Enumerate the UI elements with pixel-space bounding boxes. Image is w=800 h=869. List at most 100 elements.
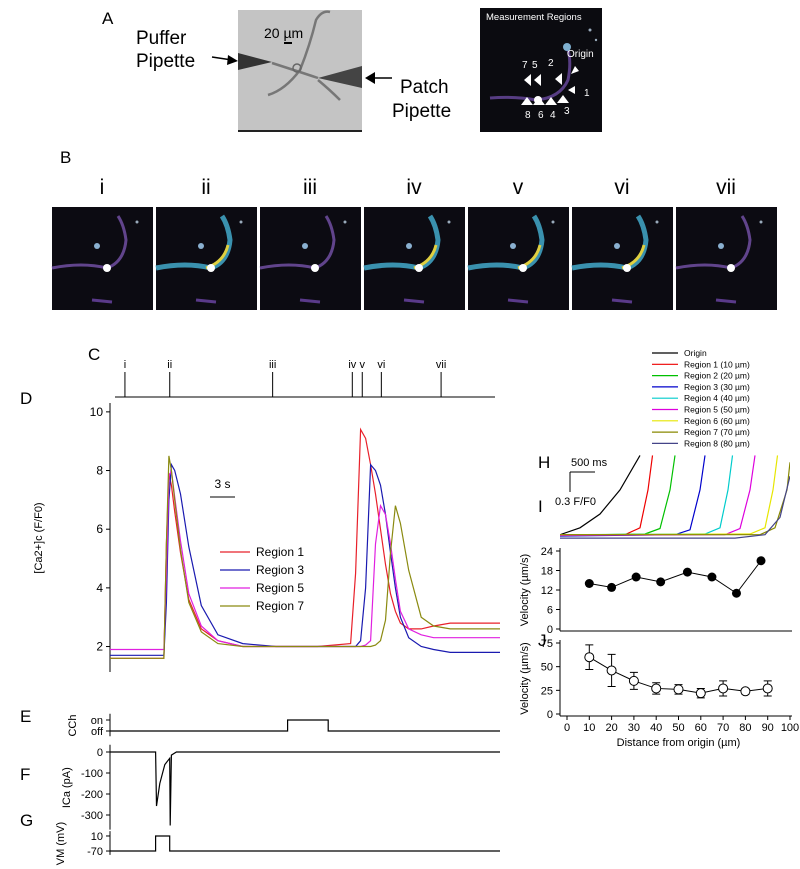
point (682, 567, 692, 577)
frame-dot (623, 264, 631, 272)
point (651, 683, 662, 694)
series-line (110, 427, 500, 659)
x-tick-label: 40 (650, 722, 662, 734)
frame-cell (155, 214, 233, 271)
legend-label: Region 8 (80 µm) (684, 438, 750, 448)
y-tick-label: 0 (547, 624, 553, 636)
point (584, 652, 595, 663)
y-tick-label: 4 (96, 581, 103, 595)
panel-label: J (538, 631, 547, 650)
y-axis-label: [Ca2+]c (F/F0) (33, 502, 45, 573)
puffer-label: Pipette (136, 51, 195, 72)
timeline-label: ii (167, 359, 172, 371)
series-line (110, 455, 500, 659)
frame-label: i (100, 176, 105, 199)
point (673, 684, 684, 695)
frame-dot (239, 220, 243, 224)
frame-label: iii (303, 176, 317, 199)
scale-bar (569, 471, 595, 492)
x-tick-label: 30 (628, 722, 640, 734)
frame-dot (302, 243, 308, 249)
y-tick-label: 8 (96, 464, 103, 478)
puffer-arrow (211, 55, 238, 65)
panel-label: B (60, 148, 71, 167)
x-tick-label: 90 (762, 722, 774, 734)
x-tick-label: 80 (739, 722, 751, 734)
legend-label: Region 5 (256, 581, 304, 595)
legend-label: Region 7 (70 µm) (684, 427, 750, 437)
x-axis-label: Distance from origin (µm) (617, 737, 741, 749)
y-tick-label: 6 (547, 605, 553, 617)
legend-label: Region 4 (40 µm) (684, 393, 750, 403)
frame (156, 207, 257, 310)
point (740, 686, 751, 697)
point (584, 579, 594, 588)
panel-label: E (20, 707, 31, 726)
region-number: 6 (538, 110, 544, 121)
frame (676, 207, 777, 310)
point (628, 675, 639, 686)
puffer-label: Puffer (136, 28, 187, 49)
frame-label: iv (406, 176, 422, 199)
point (756, 556, 766, 566)
region-number: 7 (522, 60, 528, 71)
frame (468, 207, 569, 310)
frame-dot (415, 264, 423, 272)
y-tick-label: -200 (81, 789, 103, 801)
frame-streak (195, 298, 217, 304)
panel-label: G (20, 811, 33, 830)
inset-title: Measurement Regions (486, 12, 582, 23)
y-tick-label: -300 (81, 810, 103, 822)
legend-label: Region 6 (60 µm) (684, 416, 750, 426)
frame-dot (727, 264, 735, 272)
legend-label: Region 1 (10 µm) (684, 359, 750, 369)
region-number: 2 (548, 58, 554, 69)
frame (572, 207, 673, 310)
y-tick-label: 25 (541, 685, 553, 697)
frame-dot (510, 243, 516, 249)
frame-cell (467, 214, 545, 271)
x-tick-label: 50 (672, 722, 684, 734)
region-number: 4 (550, 110, 556, 121)
frame-dot (207, 264, 215, 272)
x-tick-label: 100 (781, 722, 799, 734)
series-line (110, 751, 500, 826)
frame-dot (103, 264, 111, 272)
point (695, 688, 706, 699)
point (606, 665, 617, 676)
legend-label: Origin (684, 348, 707, 358)
y-axis-label: Velocity (µm/s) (519, 642, 531, 714)
y-tick-label: 18 (541, 566, 553, 578)
scale-label: 3 s (214, 477, 230, 491)
legend-label: Region 2 (20 µm) (684, 371, 750, 381)
series-line (110, 462, 500, 656)
series-line (110, 835, 500, 852)
x-tick-label: 70 (717, 722, 729, 734)
panel-label: C (88, 345, 100, 364)
y-tick-label: 10 (90, 405, 104, 419)
region-number: 5 (532, 60, 538, 71)
y-tick-label: 50 (541, 662, 553, 674)
frame-dot (135, 220, 139, 224)
frame-cell (675, 215, 752, 270)
frame-streak (507, 298, 529, 304)
frame-dot (447, 220, 451, 224)
point (707, 572, 717, 582)
frame-dot (551, 220, 555, 224)
legend-label: Region 7 (256, 599, 304, 613)
x-tick-label: 0 (564, 722, 570, 734)
frame-cell (363, 214, 441, 271)
frame-dot (406, 243, 412, 249)
frame-dot (343, 220, 347, 224)
timeline-label: vii (436, 359, 446, 371)
patch-label: Pipette (392, 101, 451, 122)
y-tick-label: 10 (91, 831, 103, 843)
y-tick-label: 75 (541, 638, 553, 650)
frame-cell (259, 215, 336, 270)
frame-streak (403, 298, 425, 304)
panel-label: F (20, 765, 30, 784)
panel-label: H (538, 453, 550, 472)
y-tick-label: 2 (96, 640, 103, 654)
region-number: 8 (525, 110, 531, 121)
scale-label: 500 ms (571, 457, 608, 469)
